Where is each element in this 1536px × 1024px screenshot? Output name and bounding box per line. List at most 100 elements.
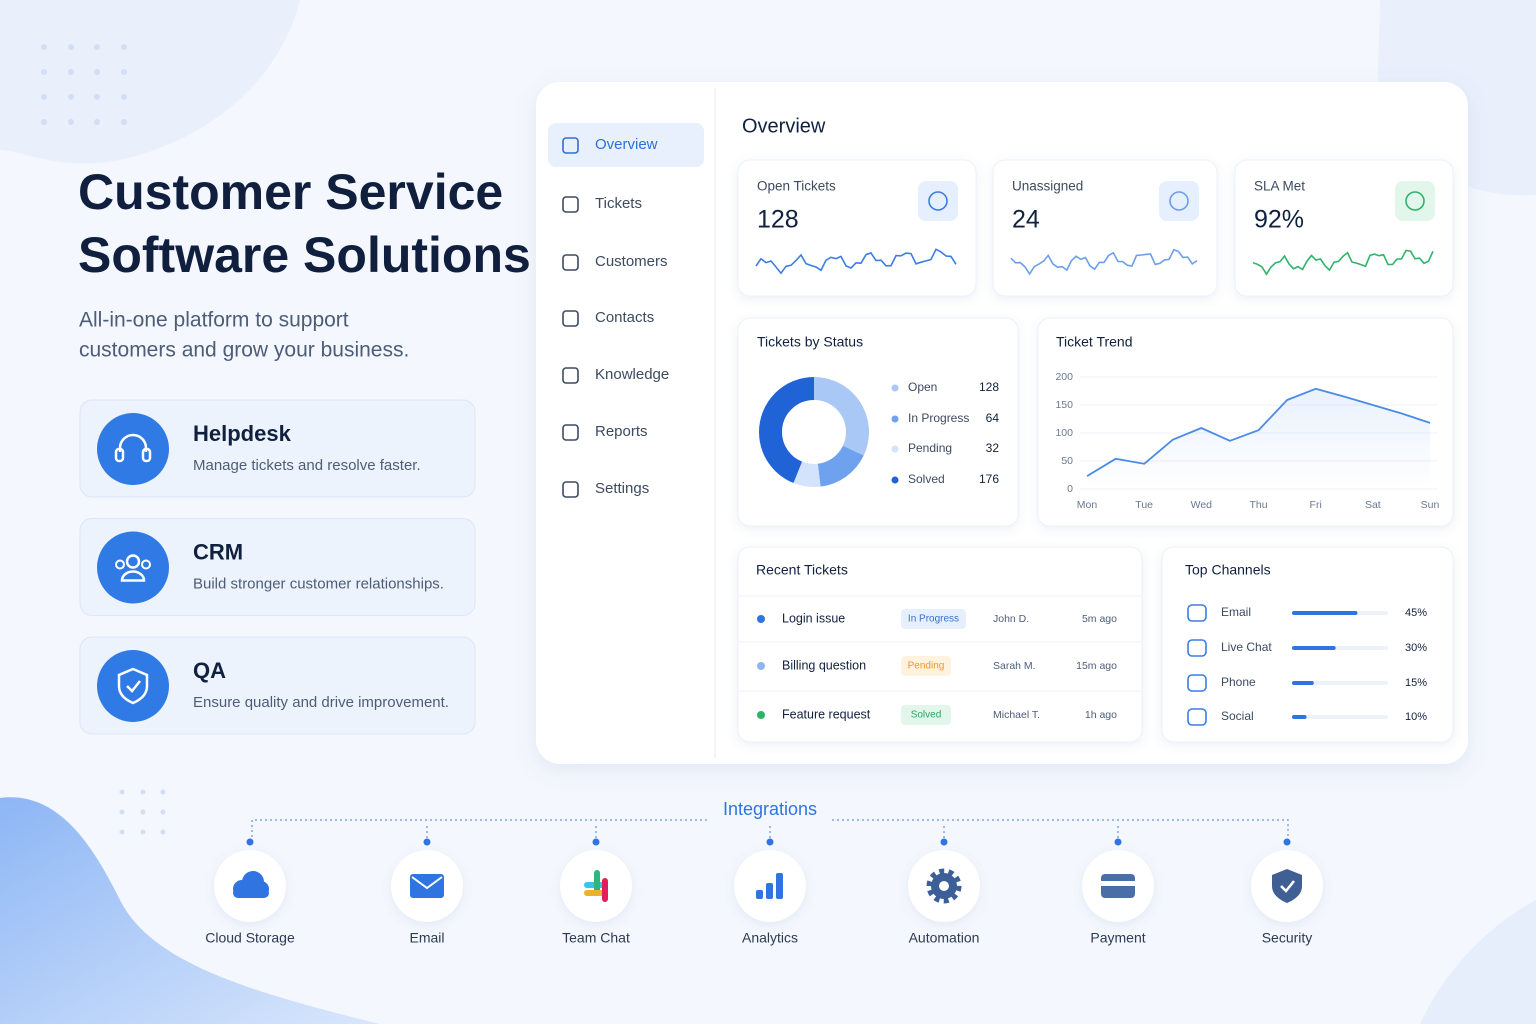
legend-label: Solved: [908, 472, 945, 486]
connector-dot: [1114, 838, 1122, 846]
nav-active-bg: [548, 123, 704, 167]
feature-description: Build stronger customer relationships.: [193, 575, 444, 592]
status-badge: [901, 609, 966, 629]
nav-item[interactable]: Contacts: [595, 309, 654, 326]
icon: [1280, 880, 1295, 893]
channel-icon: [1187, 708, 1207, 726]
bg-blob: [0, 0, 300, 164]
feature-title: QA: [193, 658, 226, 683]
status-dot: [757, 662, 765, 670]
icon: [776, 873, 783, 899]
bg-blob: [1420, 900, 1536, 1024]
integrations-title: Integrations: [723, 799, 817, 819]
ticket-status: Pending: [908, 661, 945, 672]
legend-value: 128: [979, 380, 999, 394]
feature-card: [79, 518, 476, 616]
feature-title: Helpdesk: [193, 421, 292, 446]
legend-dot: [891, 445, 899, 453]
ticket-subject[interactable]: Feature request: [782, 707, 871, 721]
y-tick-label: 100: [1055, 427, 1073, 439]
kpi-card: [737, 159, 977, 297]
feature-card: [79, 636, 476, 735]
x-tick-label: Sun: [1421, 499, 1440, 511]
hero-subtitle: All-in-one platform to support: [79, 309, 349, 332]
feature-icon-bg: [97, 413, 169, 485]
connector-dot: [246, 838, 254, 846]
connector-dot: [423, 838, 431, 846]
status-badge: [901, 705, 951, 725]
nav-item[interactable]: Tickets: [595, 195, 642, 212]
icon: [126, 680, 141, 693]
icon: [410, 874, 444, 898]
kpi-icon: [928, 191, 948, 211]
x-tick-label: Sat: [1365, 499, 1381, 511]
nav-item[interactable]: Overview: [595, 136, 658, 153]
status-dot: [757, 615, 765, 623]
trend-area: [1087, 388, 1430, 489]
channel-value: 45%: [1405, 607, 1427, 619]
legend-dot: [891, 476, 899, 484]
donut-segment: [759, 377, 869, 487]
sparkline: [1252, 249, 1434, 276]
legend-label: In Progress: [908, 411, 969, 425]
status-dot: [757, 711, 765, 719]
nav-item[interactable]: Settings: [595, 480, 649, 497]
channels-card: [1161, 546, 1454, 743]
channel-label: Social: [1221, 709, 1254, 723]
integration-label: Payment: [1090, 930, 1145, 946]
dashboard-title: Overview: [742, 115, 826, 137]
kpi-icon: [1405, 191, 1425, 211]
nav-icon: [562, 481, 579, 498]
nav-item[interactable]: Customers: [595, 253, 668, 270]
kpi-value: 128: [757, 206, 799, 234]
kpi-icon: [1395, 181, 1435, 221]
feature-description: Ensure quality and drive improvement.: [193, 694, 449, 711]
bar-track: [1292, 681, 1388, 685]
y-tick-label: 0: [1067, 483, 1073, 495]
nav-icon: [562, 310, 579, 327]
ticket-subject[interactable]: Billing question: [782, 658, 866, 672]
feature-icon-bg: [97, 650, 169, 722]
icon: [120, 570, 146, 582]
integration-label: Team Chat: [562, 930, 630, 946]
bg-blob: [0, 797, 380, 1024]
hero-title: Customer Service: [78, 164, 503, 220]
y-tick-label: 200: [1055, 371, 1073, 383]
hero-subtitle: customers and grow your business.: [79, 339, 409, 362]
ticket-subject[interactable]: Login issue: [782, 611, 845, 625]
trend-line: [1086, 387, 1431, 477]
integration-label: Email: [409, 930, 444, 946]
x-tick-label: Tue: [1135, 499, 1153, 511]
integration-label: Automation: [909, 930, 980, 946]
ticket-time: 1h ago: [1085, 709, 1117, 721]
icon: [1101, 881, 1135, 886]
icon: [117, 667, 149, 705]
nav-item[interactable]: Reports: [595, 423, 648, 440]
nav-icon: [562, 367, 579, 384]
icon: [114, 447, 125, 463]
integration-label: Cloud Storage: [205, 930, 295, 946]
chart-title: Tickets by Status: [757, 334, 863, 350]
legend-value: 64: [986, 411, 1000, 425]
dot-grid: [41, 44, 166, 835]
kpi-label: Unassigned: [1012, 179, 1083, 194]
icon: [141, 447, 152, 463]
bar: [1292, 646, 1336, 650]
y-tick-label: 50: [1061, 455, 1073, 467]
ticket-time: 5m ago: [1082, 613, 1117, 625]
bar-track: [1292, 715, 1388, 719]
nav-item[interactable]: Knowledge: [595, 366, 669, 383]
ticket-assignee: John D.: [993, 613, 1029, 625]
ticket-assignee: Sarah M.: [993, 660, 1036, 672]
icon: [594, 870, 600, 894]
channel-label: Email: [1221, 605, 1251, 619]
feature-icon: [117, 667, 149, 705]
ticket-assignee: Michael T.: [993, 709, 1040, 721]
legend-label: Pending: [908, 441, 952, 455]
nav-icon: [562, 196, 579, 213]
icon: [411, 876, 443, 890]
icon: [1272, 869, 1302, 903]
feature-card: [79, 399, 476, 498]
legend-value: 176: [979, 472, 999, 486]
